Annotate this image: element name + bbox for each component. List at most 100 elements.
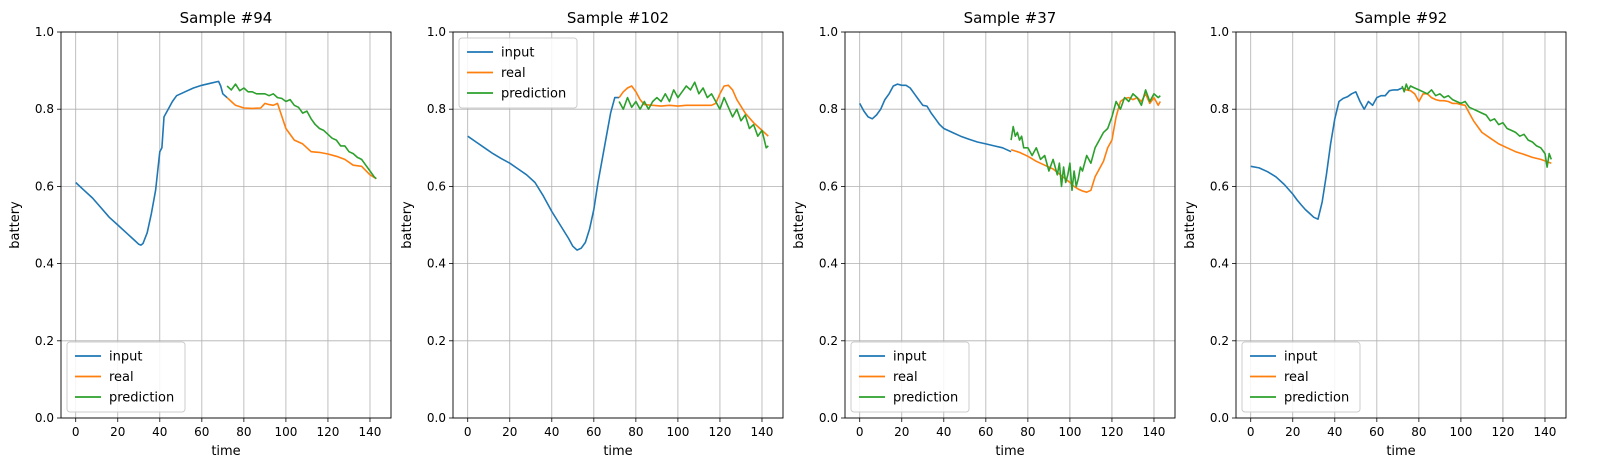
x-tick-label: 120 [708,425,731,439]
y-tick-label: 0.4 [819,257,838,271]
x-tick-label: 80 [628,425,643,439]
x-tick-label: 60 [586,425,601,439]
x-tick-label: 60 [194,425,209,439]
legend-label-input: input [109,350,142,365]
axes-frame [1235,31,1567,419]
x-tick-label: 100 [1058,425,1081,439]
x-tick-label: 140 [1534,425,1557,439]
series-real-line [1010,93,1162,193]
series-input-line [858,83,1012,153]
x-tick-label: 80 [1020,425,1035,439]
axes-frame [60,31,392,419]
x-axis-label: time [211,444,240,459]
x-axis-label: time [995,444,1024,459]
x-tick-label: 40 [544,425,559,439]
x-tick-label: 100 [666,425,689,439]
x-tick-label: 0 [1247,425,1255,439]
y-tick-label: 0.8 [35,102,54,116]
series-real-line [1401,87,1552,164]
legend-label-real: real [893,370,918,385]
y-tick-label: 0.0 [35,411,54,425]
legend-label-input: input [893,350,926,365]
y-tick-label: 0.6 [427,179,446,193]
subplot-1: 0 20 40 60 80 100 120 140 0.0 0.2 0.4 0.6 0.8 1.0 Samp… [8,9,392,459]
series-input-line [75,80,228,246]
series-input-line [1250,87,1403,220]
legend-label-prediction: prediction [109,391,174,406]
legend-label-real: real [1284,370,1309,385]
x-tick-label: 20 [502,425,517,439]
y-tick-label: 0.2 [1210,334,1229,348]
x-tick-label: 140 [359,425,382,439]
legend-label-real: real [501,66,526,81]
series-prediction-line [1010,89,1161,192]
x-axis-label: time [603,444,632,459]
y-axis-label: battery [8,201,23,249]
legend-box [458,37,578,109]
y-tick-label: 0.0 [1210,411,1229,425]
y-tick-label: 0.6 [1210,179,1229,193]
y-tick-label: 0.4 [35,257,54,271]
y-tick-label: 0.8 [427,102,446,116]
x-tick-label: 140 [751,425,774,439]
legend-box [1241,341,1361,413]
axes-frame [844,31,1176,419]
x-axis-label: time [1386,444,1415,459]
series-prediction-line [1401,83,1553,168]
x-tick-label: 40 [936,425,951,439]
x-tick-label: 20 [1285,425,1300,439]
x-tick-label: 60 [978,425,993,439]
legend-label-prediction: prediction [1284,391,1349,406]
x-tick-label: 140 [1143,425,1166,439]
legend-label-prediction: prediction [893,391,958,406]
legend: input real prediction [1241,341,1361,413]
y-tick-label: 0.0 [819,411,838,425]
x-tick-label: 80 [236,425,251,439]
axes-frame [452,31,784,419]
x-tick-label: 100 [1449,425,1472,439]
y-tick-label: 0.4 [1210,257,1229,271]
subplot-3: 0 20 40 60 80 100 120 140 0.0 0.2 0.4 0.6 0.8 1.0 Samp… [792,9,1176,459]
x-tick-label: 0 [856,425,864,439]
x-tick-label: 40 [152,425,167,439]
y-tick-label: 0.8 [1210,102,1229,116]
series-real-line [618,84,769,137]
subplot-4: 0 20 40 60 80 100 120 140 0.0 0.2 0.4 0.6 0.8 1.0 Samp… [1183,9,1567,459]
series-input-line [467,96,620,251]
chart-title: Sample #92 [1355,9,1448,27]
x-tick-label: 120 [1100,425,1123,439]
legend-box [66,341,186,413]
chart-title: Sample #37 [964,9,1057,27]
y-tick-label: 0.8 [819,102,838,116]
x-tick-label: 100 [274,425,297,439]
y-axis-label: battery [400,201,415,249]
y-tick-label: 1.0 [35,25,54,39]
y-tick-label: 0.2 [427,334,446,348]
x-tick-label: 120 [316,425,339,439]
x-tick-label: 60 [1369,425,1384,439]
y-tick-label: 0.2 [819,334,838,348]
legend: input real prediction [458,37,578,109]
y-axis-label: battery [1183,201,1198,249]
series-prediction-line [226,83,377,180]
x-tick-label: 80 [1411,425,1426,439]
series-real-line [226,97,377,180]
x-tick-label: 0 [72,425,80,439]
legend-box [850,341,970,413]
x-tick-label: 20 [110,425,125,439]
y-axis-label: battery [792,201,807,249]
y-tick-label: 1.0 [1210,25,1229,39]
x-tick-label: 40 [1327,425,1342,439]
x-tick-label: 20 [894,425,909,439]
x-tick-label: 0 [464,425,472,439]
legend: input real prediction [66,341,186,413]
subplot-2: 0 20 40 60 80 100 120 140 0.0 0.2 0.4 0.6 0.8 1.0 Samp… [400,9,784,459]
y-tick-label: 0.4 [427,257,446,271]
chart-title: Sample #102 [567,9,669,27]
legend-label-real: real [109,370,134,385]
y-tick-label: 0.0 [427,411,446,425]
legend-label-input: input [501,46,534,61]
y-tick-label: 0.6 [35,179,54,193]
legend: input real prediction [850,341,970,413]
